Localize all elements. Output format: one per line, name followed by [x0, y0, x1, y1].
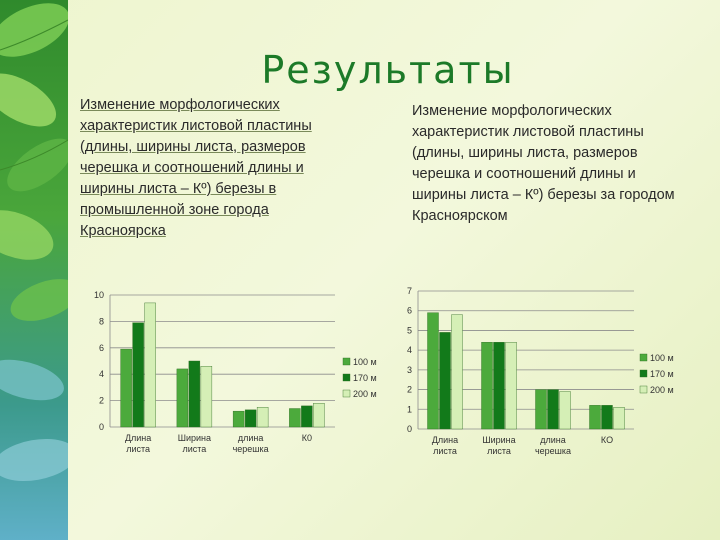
x-tick-label: листа: [433, 446, 457, 456]
y-tick-label: 2: [407, 385, 412, 395]
y-tick-label: 5: [407, 325, 412, 335]
y-tick-label: 4: [407, 345, 412, 355]
x-tick-label: листа: [487, 446, 511, 456]
y-tick-label: 3: [407, 365, 412, 375]
legend-label: 100 м: [353, 357, 377, 367]
legend-swatch: [342, 373, 351, 382]
bar: [188, 360, 201, 428]
bar: [439, 332, 451, 430]
bar: [493, 342, 505, 430]
bar: [132, 322, 144, 428]
x-tick-label: Длина: [125, 433, 151, 443]
leaf-decoration-icon: [0, 3, 68, 482]
bar: [547, 389, 559, 430]
legend-label: 170 м: [650, 369, 674, 379]
left-description: Изменение морфологических характеристик …: [80, 97, 312, 239]
x-tick-label: листа: [126, 444, 150, 454]
legend-swatch: [639, 353, 648, 362]
slide-title: Результаты: [261, 48, 515, 92]
x-tick-label: черешка: [535, 446, 571, 456]
leaf-background: [0, 0, 68, 540]
legend-swatch: [639, 369, 648, 378]
right-description: Изменение морфологических характеристик …: [412, 103, 675, 224]
bar: [589, 405, 601, 430]
legend-label: 170 м: [353, 373, 377, 383]
x-tick-label: К0: [302, 433, 312, 443]
x-tick-label: Ширина: [178, 433, 211, 443]
x-tick-label: Длина: [432, 435, 458, 445]
y-tick-label: 10: [94, 290, 104, 300]
legend-swatch: [342, 357, 351, 366]
y-tick-label: 6: [407, 306, 412, 316]
bar: [301, 405, 313, 428]
bar: [505, 342, 517, 430]
x-tick-label: длина: [540, 435, 566, 445]
x-tick-label: длина: [238, 433, 264, 443]
legend-swatch: [639, 385, 648, 394]
chart-outside-city: 01234567ДлиналистаШириналистадлиначерешк…: [407, 286, 674, 456]
bar: [481, 342, 493, 430]
bar: [601, 405, 613, 430]
y-tick-label: 8: [99, 316, 104, 326]
y-tick-label: 0: [99, 422, 104, 432]
y-tick-label: 7: [407, 286, 412, 296]
y-tick-label: 1: [407, 404, 412, 414]
bar: [559, 391, 571, 430]
y-tick-label: 0: [407, 424, 412, 434]
bar: [144, 302, 156, 428]
bar: [120, 348, 132, 428]
bar: [176, 368, 189, 428]
bar: [244, 409, 257, 428]
legend-label: 200 м: [650, 385, 674, 395]
bar: [256, 406, 269, 428]
legend-label: 200 м: [353, 389, 377, 399]
chart-industrial-zone: 0246810ДлиналистаШириналистадлиначерешка…: [94, 290, 377, 454]
bar: [289, 408, 301, 428]
bar: [427, 312, 439, 430]
bar: [535, 389, 547, 430]
y-tick-label: 6: [99, 343, 104, 353]
bar: [313, 403, 325, 428]
y-tick-label: 4: [99, 369, 104, 379]
bar: [200, 366, 213, 428]
bar: [451, 314, 463, 430]
legend-label: 100 м: [650, 353, 674, 363]
y-tick-label: 2: [99, 396, 104, 406]
x-tick-label: КО: [601, 435, 613, 445]
x-tick-label: Ширина: [482, 435, 515, 445]
legend-swatch: [342, 389, 351, 398]
bar: [613, 407, 625, 430]
bar: [232, 410, 245, 428]
x-tick-label: черешка: [233, 444, 269, 454]
x-tick-label: листа: [182, 444, 206, 454]
